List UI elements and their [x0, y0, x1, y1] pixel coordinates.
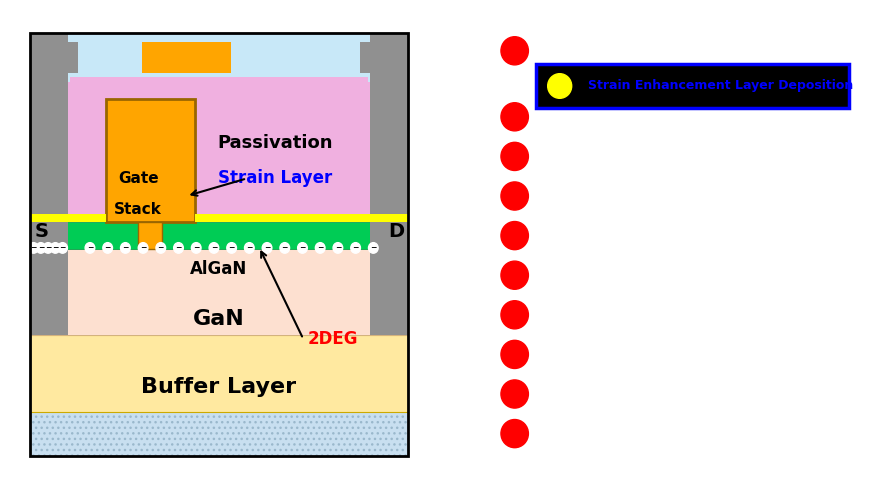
Circle shape: [173, 242, 184, 253]
Text: Buffer Layer: Buffer Layer: [141, 378, 297, 398]
Bar: [30, 334, 408, 411]
Text: −: −: [193, 244, 200, 252]
Text: Strain Enhancement Layer Deposition: Strain Enhancement Layer Deposition: [588, 80, 853, 92]
Bar: [30, 214, 106, 222]
Circle shape: [333, 242, 343, 253]
Circle shape: [501, 142, 528, 171]
Text: −: −: [299, 244, 305, 252]
Bar: [30, 222, 408, 249]
Circle shape: [227, 242, 236, 253]
Text: GaN: GaN: [192, 309, 245, 329]
Circle shape: [315, 242, 325, 253]
Text: −: −: [228, 244, 234, 252]
Text: −: −: [52, 244, 59, 252]
Bar: [143, 42, 231, 73]
Circle shape: [58, 242, 67, 253]
Circle shape: [209, 242, 219, 253]
Circle shape: [298, 242, 307, 253]
Circle shape: [368, 242, 378, 253]
Circle shape: [501, 300, 528, 329]
Text: Passivation: Passivation: [217, 134, 332, 152]
Text: −: −: [282, 244, 288, 252]
Bar: [364, 82, 370, 222]
Bar: [30, 33, 68, 334]
Circle shape: [121, 242, 130, 253]
Circle shape: [29, 242, 38, 253]
Circle shape: [244, 242, 254, 253]
Text: −: −: [60, 244, 66, 252]
Circle shape: [351, 242, 360, 253]
Text: AlGaN: AlGaN: [190, 260, 248, 278]
Circle shape: [501, 380, 528, 408]
Circle shape: [548, 74, 571, 98]
Bar: [30, 214, 408, 222]
Bar: [68, 82, 74, 222]
Bar: [138, 222, 163, 249]
Text: −: −: [264, 244, 270, 252]
Circle shape: [138, 242, 148, 253]
Circle shape: [103, 242, 113, 253]
Bar: [106, 99, 194, 222]
Text: −: −: [335, 244, 341, 252]
Bar: [30, 412, 408, 456]
Text: −: −: [123, 244, 129, 252]
Bar: [30, 33, 408, 249]
Bar: [536, 64, 849, 108]
Text: 2DEG: 2DEG: [307, 330, 358, 348]
Circle shape: [501, 182, 528, 210]
Circle shape: [36, 242, 46, 253]
Text: −: −: [158, 244, 164, 252]
Circle shape: [280, 242, 290, 253]
Text: −: −: [87, 244, 93, 252]
Circle shape: [501, 222, 528, 250]
Bar: [30, 249, 408, 334]
Circle shape: [192, 242, 201, 253]
Circle shape: [501, 261, 528, 290]
Text: −: −: [38, 244, 44, 252]
Bar: [370, 33, 408, 334]
Circle shape: [501, 420, 528, 448]
Text: −: −: [246, 244, 253, 252]
Circle shape: [51, 242, 60, 253]
Bar: [194, 214, 408, 222]
Text: −: −: [140, 244, 146, 252]
Text: −: −: [175, 244, 182, 252]
Text: −: −: [370, 244, 376, 252]
Circle shape: [262, 242, 272, 253]
Bar: [360, 42, 408, 73]
Bar: [70, 77, 368, 214]
Text: −: −: [211, 244, 217, 252]
Text: −: −: [104, 244, 111, 252]
Text: D: D: [388, 222, 404, 240]
Text: −: −: [317, 244, 324, 252]
Circle shape: [501, 102, 528, 131]
Text: Strain Layer: Strain Layer: [218, 170, 332, 188]
Circle shape: [156, 242, 165, 253]
Circle shape: [43, 242, 52, 253]
Circle shape: [501, 340, 528, 368]
Text: −: −: [31, 244, 37, 252]
Text: S: S: [35, 222, 49, 240]
Text: Gate: Gate: [118, 171, 158, 186]
Text: −: −: [45, 244, 52, 252]
Circle shape: [85, 242, 94, 253]
Circle shape: [501, 36, 528, 65]
Text: −: −: [353, 244, 359, 252]
Text: Stack: Stack: [115, 202, 162, 216]
Bar: [30, 42, 78, 73]
